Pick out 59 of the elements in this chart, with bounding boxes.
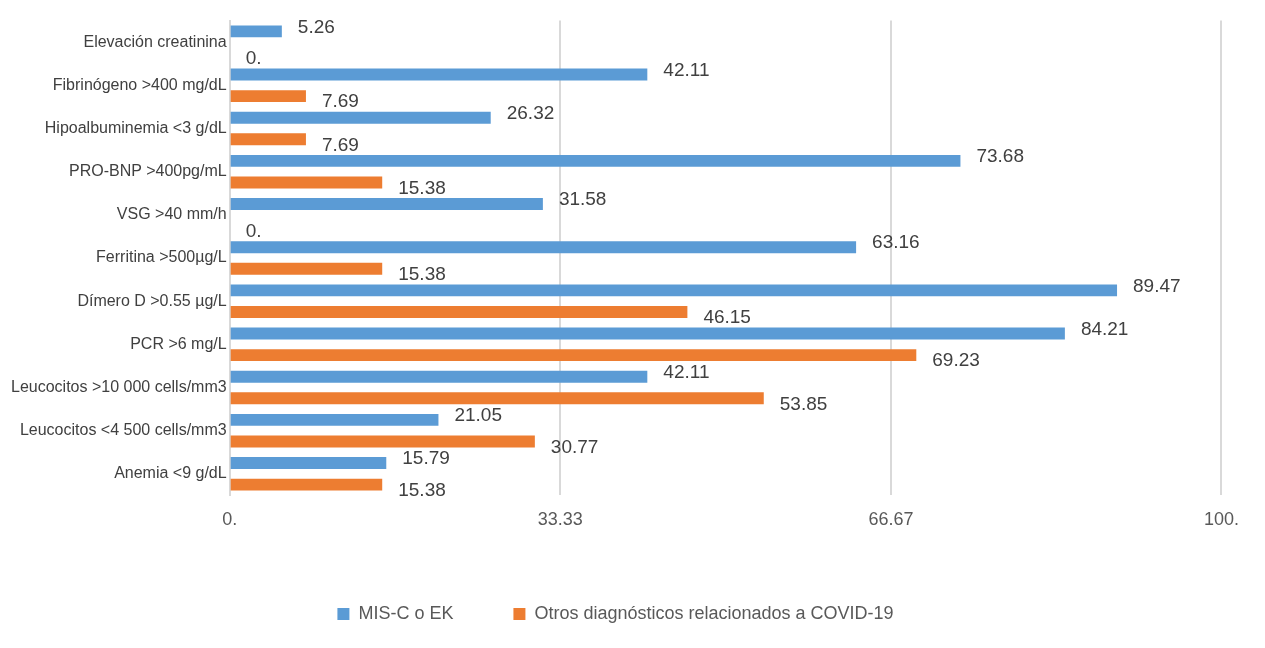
y-tick-label: Fibrinógeno >400 mg/dL <box>52 75 227 93</box>
bar <box>230 111 491 124</box>
y-tick-label: Leucocitos >10 000 cells/mm3 <box>11 377 227 395</box>
bar <box>230 284 1118 297</box>
y-tick-label: PCR >6 mg/L <box>130 334 227 352</box>
bar <box>230 25 282 38</box>
legend-label: Otros diagnósticos relacionados a COVID-19 <box>534 602 894 623</box>
data-label: 15.38 <box>398 263 446 285</box>
data-label: 15.79 <box>402 447 450 469</box>
x-tick-label: 66.67 <box>868 509 914 530</box>
data-label: 0. <box>245 47 262 69</box>
bar <box>230 241 857 254</box>
bar <box>230 176 383 189</box>
data-label: 69.23 <box>932 349 980 371</box>
bar <box>230 349 917 362</box>
bar <box>230 370 648 383</box>
data-label: 26.32 <box>506 101 555 123</box>
y-tick-label: Anemia <9 g/dL <box>114 464 227 482</box>
data-label: 7.69 <box>321 90 359 112</box>
data-label: 46.15 <box>703 306 751 328</box>
data-label: 15.38 <box>398 478 446 500</box>
data-label: 89.47 <box>1133 274 1181 296</box>
data-label: 31.58 <box>558 188 607 210</box>
data-label: 63.16 <box>872 231 920 253</box>
x-tick-label: 33.33 <box>537 509 583 530</box>
data-label: 15.38 <box>398 176 446 198</box>
data-label: 0. <box>245 219 262 241</box>
data-label: 21.05 <box>454 404 502 426</box>
bar <box>230 262 383 275</box>
data-label: 53.85 <box>779 392 828 414</box>
y-tick-label: Ferritina >500µg/L <box>96 248 227 266</box>
y-tick-label: Elevación creatinina <box>83 32 227 50</box>
bar <box>230 392 764 405</box>
y-tick-label: Hipoalbuminemia <3 g/dL <box>44 118 227 136</box>
data-label: 5.26 <box>297 15 335 37</box>
bar <box>230 198 543 210</box>
bar <box>230 413 439 426</box>
data-label: 7.69 <box>321 133 359 155</box>
data-label: 42.11 <box>663 360 710 382</box>
y-tick-label: PRO-BNP >400pg/mL <box>69 162 227 180</box>
x-tick-label: 100. <box>1203 509 1240 530</box>
data-label: 73.68 <box>976 145 1024 167</box>
bar <box>230 327 1065 340</box>
bar <box>230 435 535 448</box>
y-tick-label: VSG >40 mm/h <box>116 205 227 223</box>
y-tick-label: Leucocitos <4 500 cells/mm3 <box>19 421 227 439</box>
y-tick-label: Dímero D >0.55 µg/L <box>77 291 227 309</box>
bar <box>230 154 961 167</box>
bar <box>230 90 306 103</box>
bar <box>230 68 648 81</box>
bar <box>230 306 688 318</box>
bar <box>230 133 306 146</box>
bar <box>230 478 383 491</box>
bar <box>230 457 387 469</box>
data-label: 30.77 <box>550 435 599 457</box>
x-tick-label: 0. <box>222 509 238 530</box>
data-label: 84.21 <box>1080 317 1129 339</box>
data-label: 42.11 <box>663 58 710 80</box>
legend-label: MIS-C o EK <box>358 602 454 623</box>
